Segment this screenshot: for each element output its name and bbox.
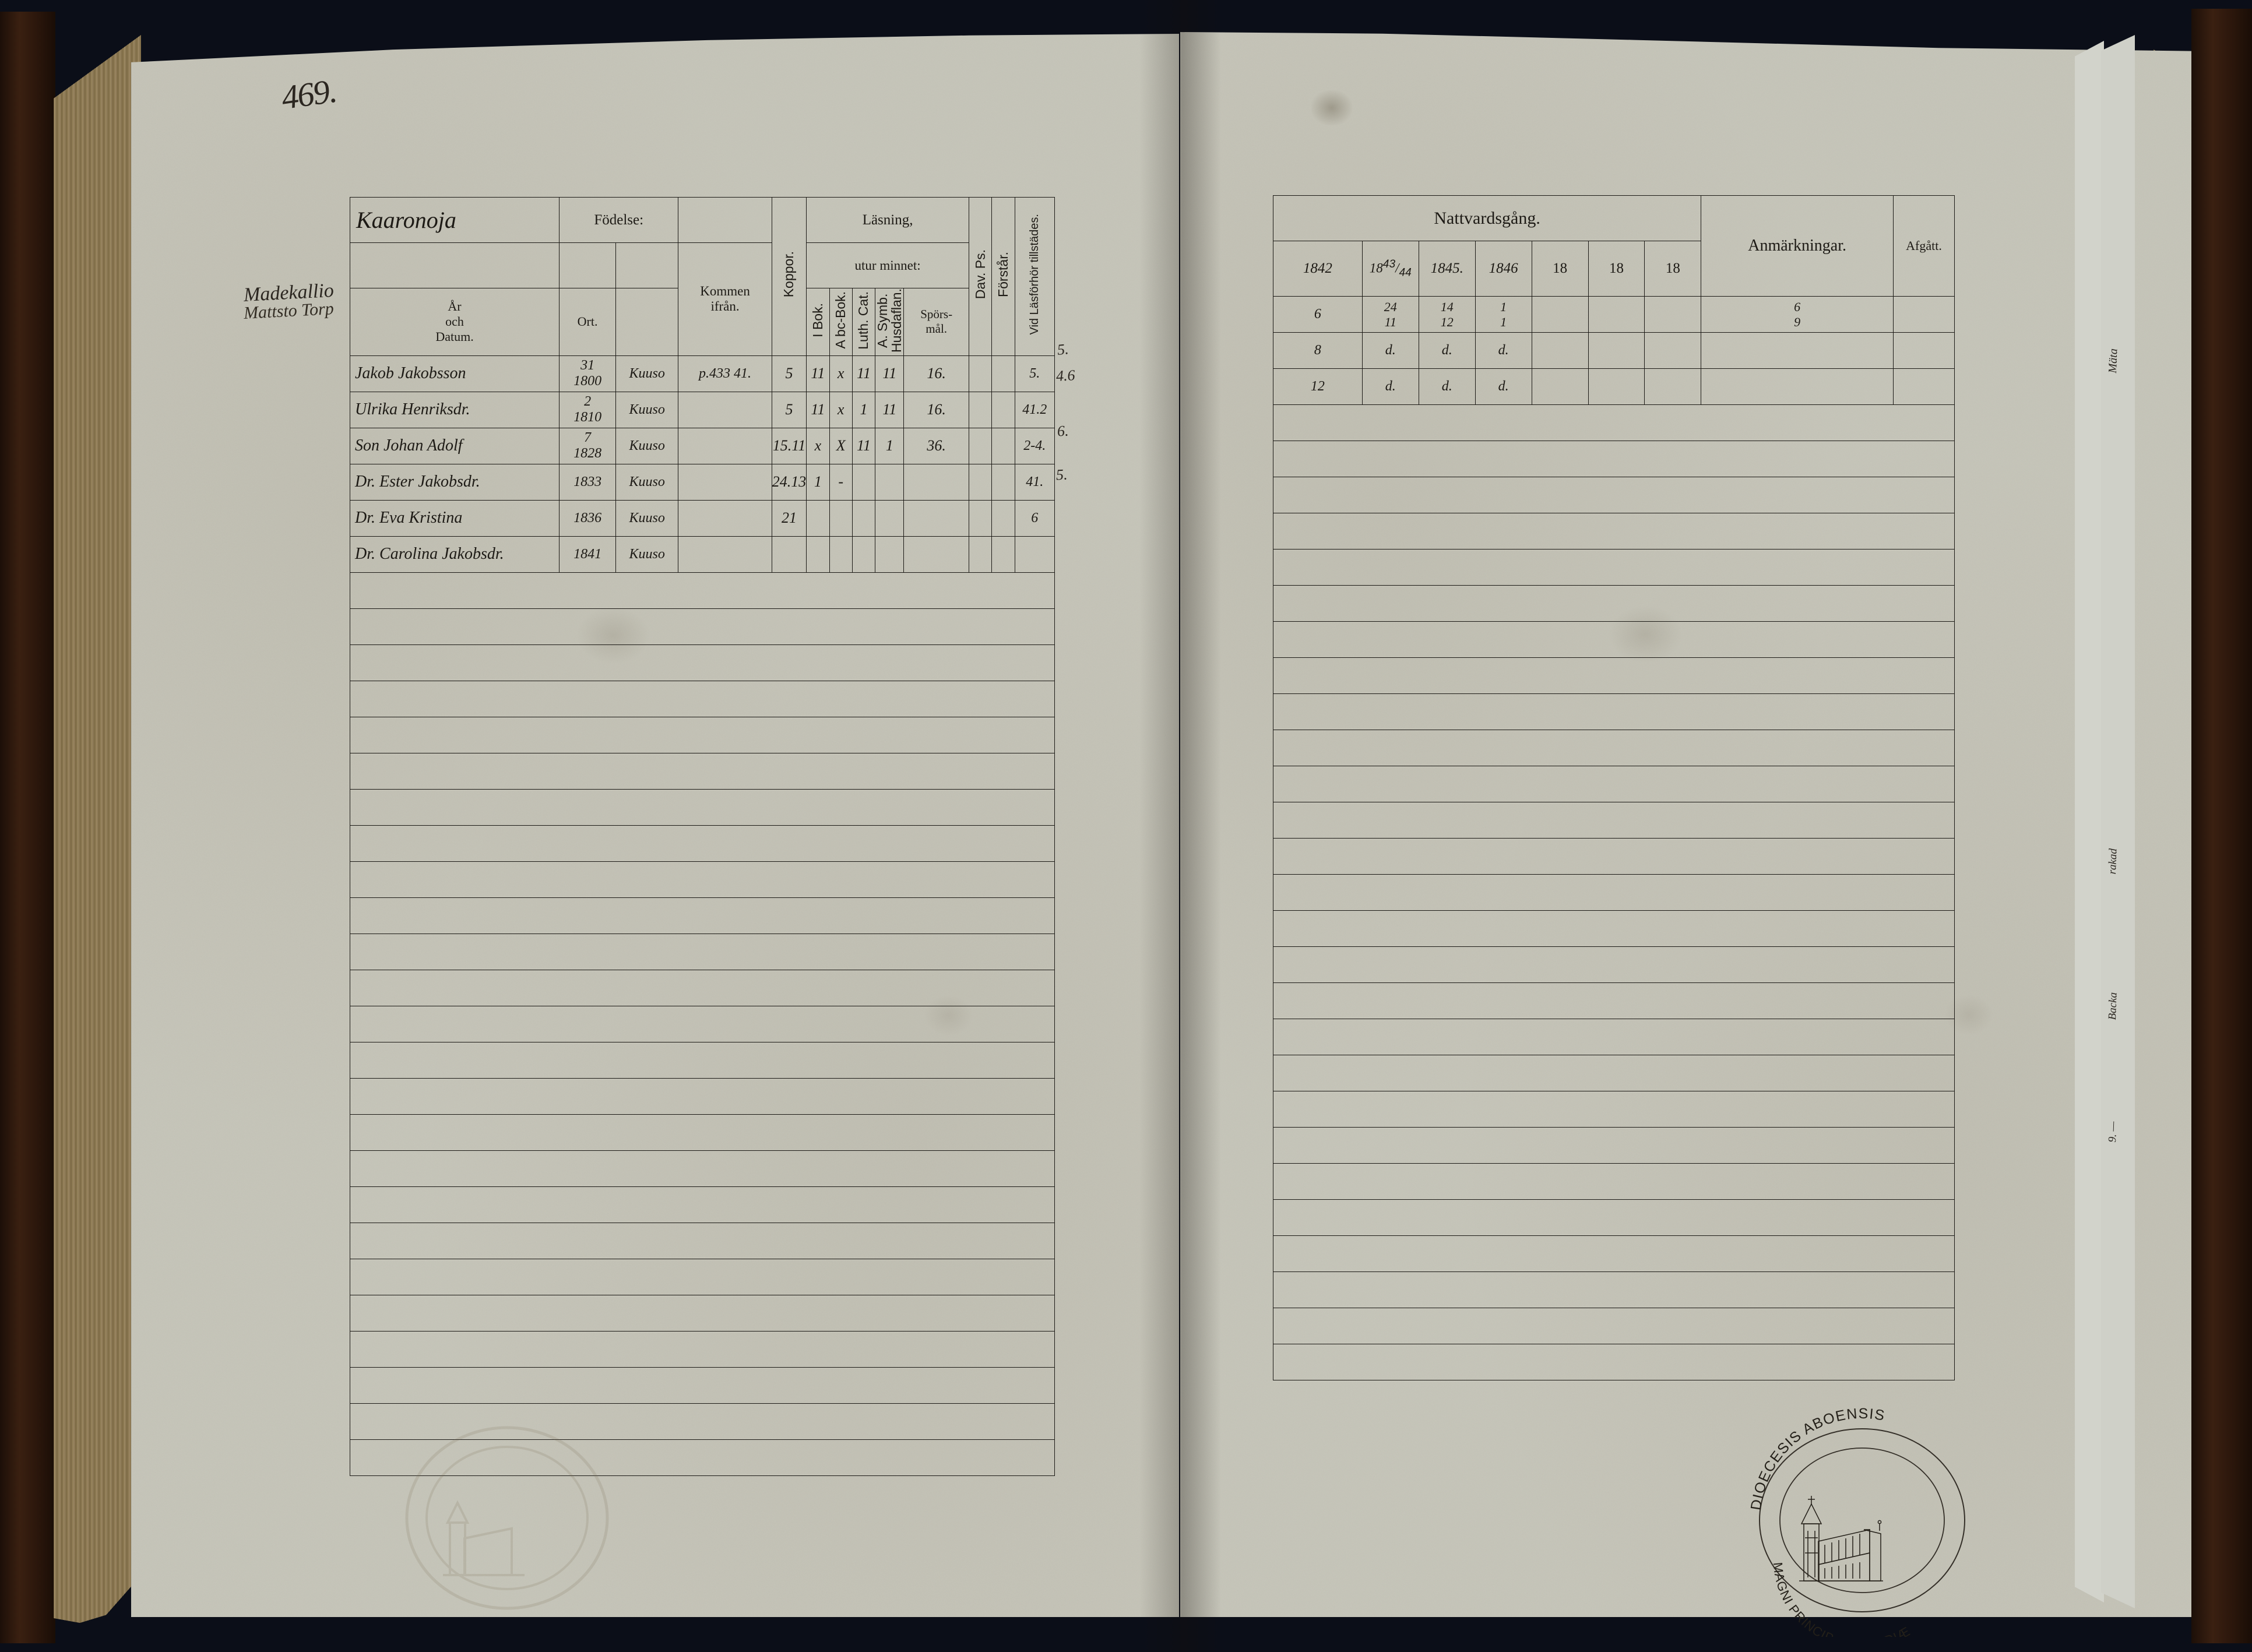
svg-text:MAGNI PRINCIP. FINLANDIÆ: MAGNI PRINCIP. FINLANDIÆ [1771, 1562, 1913, 1637]
svg-text:DIOECESIS ABOENSIS: DIOECESIS ABOENSIS [1748, 1406, 1887, 1512]
